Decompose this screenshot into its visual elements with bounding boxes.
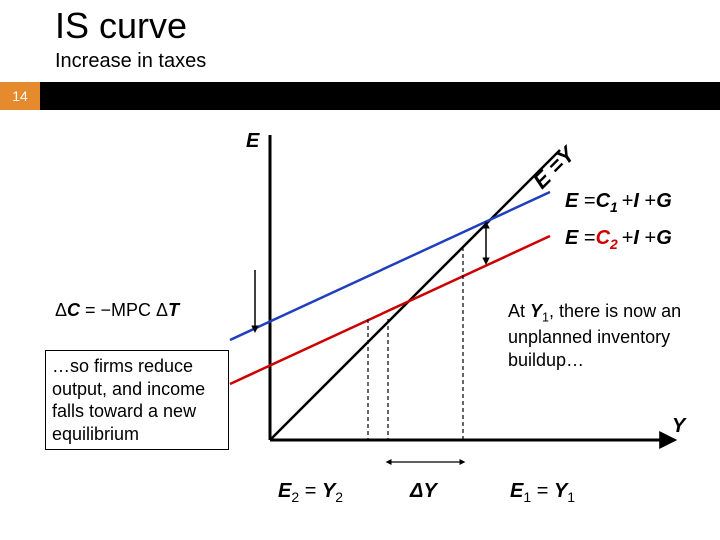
slide-number-badge: 14	[0, 82, 40, 110]
expenditure-line-1	[230, 192, 550, 340]
expenditure-2-label: E =C2 +I +G	[565, 227, 672, 252]
equilibrium-1-label: E1 = Y1	[510, 480, 575, 505]
slide-title: IS curve	[55, 5, 187, 47]
delta-c-annotation: ΔC = −MPC ΔT	[55, 300, 179, 321]
axis-label-e: E	[246, 130, 259, 153]
equilibrium-2-label: E2 = Y2	[278, 480, 343, 505]
explain-box: …so firms reduce output, and income fall…	[45, 350, 229, 450]
delta-y-label: ΔY	[410, 480, 437, 503]
expenditure-line-2	[230, 236, 550, 384]
keynesian-cross-chart	[210, 130, 680, 460]
expenditure-1-label: E =C1 +I +G	[565, 190, 672, 215]
slide-subtitle: Increase in taxes	[55, 50, 206, 73]
ribbon-bar	[0, 82, 720, 110]
at-y1-annotation: At Y1, there is now an unplanned invento…	[508, 300, 708, 371]
identity-line	[270, 150, 560, 440]
slide-root: IS curve Increase in taxes 14	[0, 0, 720, 540]
axis-label-y: Y	[672, 415, 685, 438]
